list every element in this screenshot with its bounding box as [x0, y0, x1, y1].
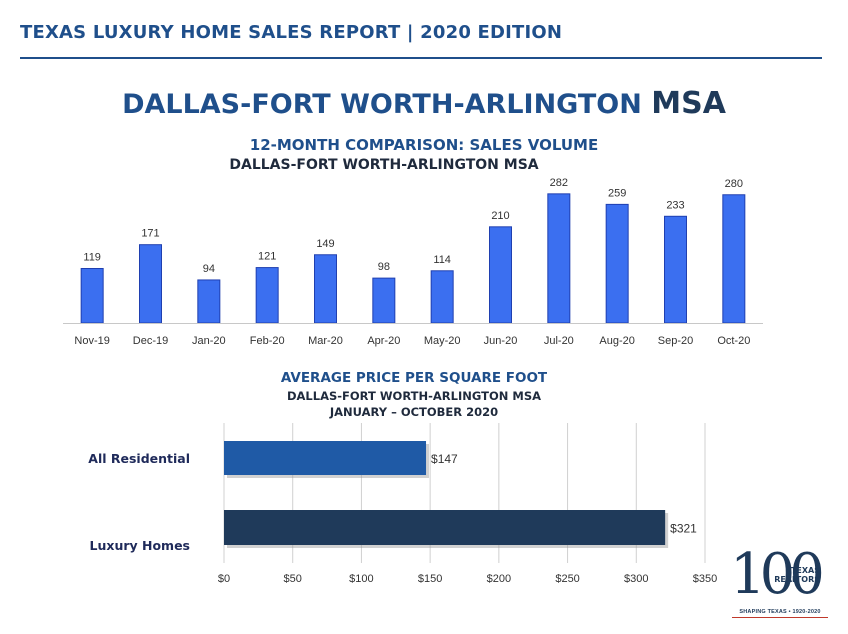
price-bar	[224, 510, 666, 545]
volume-bar	[80, 267, 104, 324]
volume-bar	[372, 277, 396, 324]
price-tick-label: $100	[349, 573, 373, 585]
price-tick-label: $350	[693, 573, 717, 585]
header-divider	[20, 57, 822, 59]
price-tick-label: $250	[555, 573, 579, 585]
volume-tick-label: Nov-19	[74, 335, 109, 347]
page-title-suffix: MSA	[651, 86, 726, 121]
volume-tick-label: Feb-20	[250, 335, 285, 347]
texas-realtors-wordmark: TEXAS REALTORS	[760, 566, 820, 586]
volume-bar	[139, 244, 162, 324]
volume-data-label: 114	[433, 254, 451, 266]
volume-bar	[722, 194, 746, 324]
volume-bar	[664, 215, 687, 324]
volume-bar	[314, 254, 337, 324]
volume-tick-label: Sep-20	[658, 335, 693, 347]
price-chart-title: AVERAGE PRICE PER SQUARE FOOT	[280, 370, 548, 386]
price-category-label: All Residential	[88, 451, 190, 466]
texas-realtors-logo: 100 TEXAS REALTORS SHAPING TEXAS • 1920-…	[730, 545, 830, 627]
volume-data-label: 119	[83, 251, 101, 263]
volume-tick-label: Jul-20	[544, 335, 574, 347]
volume-tick-label: Jan-20	[192, 335, 226, 347]
price-tick-label: $300	[624, 573, 648, 585]
volume-data-label: 280	[725, 178, 743, 190]
wordmark-line1: TEXAS	[790, 566, 820, 575]
volume-data-label: 94	[203, 263, 215, 275]
volume-bar	[430, 270, 454, 324]
volume-tick-label: Oct-20	[717, 335, 750, 347]
volume-data-label: 259	[608, 187, 626, 199]
volume-data-label: 98	[378, 261, 390, 273]
volume-tick-label: Aug-20	[599, 335, 634, 347]
volume-data-label: 121	[258, 251, 276, 263]
volume-data-label: 282	[550, 177, 568, 189]
volume-tick-label: May-20	[424, 335, 461, 347]
price-tick-label: $150	[418, 573, 442, 585]
price-data-label: $321	[670, 522, 697, 536]
volume-bar	[605, 203, 629, 324]
volume-data-label: 149	[316, 238, 334, 250]
volume-tick-label: Mar-20	[308, 335, 343, 347]
volume-chart-title: 12-MONTH COMPARISON: SALES VOLUME	[249, 136, 599, 154]
price-chart-subtitle: DALLAS-FORT WORTH-ARLINGTON MSA	[286, 389, 542, 403]
volume-data-label: 233	[666, 199, 684, 211]
volume-data-label: 210	[491, 210, 509, 222]
report-header: TEXAS LUXURY HOME SALES REPORT | 2020 ED…	[20, 22, 563, 43]
volume-bar	[489, 226, 512, 324]
centennial-number: 100	[730, 542, 825, 607]
price-data-label: $147	[431, 452, 458, 466]
volume-tick-label: Jun-20	[484, 335, 518, 347]
logo-tagline: SHAPING TEXAS • 1920-2020	[739, 609, 821, 615]
volume-bar	[547, 193, 571, 324]
price-category-label: Luxury Homes	[90, 538, 190, 553]
price-tick-label: $50	[284, 573, 302, 585]
volume-bar	[255, 267, 279, 324]
price-chart-date-range: JANUARY – OCTOBER 2020	[329, 405, 499, 419]
price-tick-label: $200	[487, 573, 511, 585]
price-bar	[224, 441, 427, 475]
volume-tick-label: Apr-20	[367, 335, 400, 347]
logo-rule	[732, 617, 828, 618]
wordmark-line2: REALTORS	[774, 575, 820, 584]
volume-chart-subtitle: DALLAS-FORT WORTH-ARLINGTON MSA	[229, 157, 539, 173]
page-title-main: DALLAS-FORT WORTH-ARLINGTON	[122, 89, 642, 120]
volume-data-label: 171	[141, 228, 159, 240]
volume-tick-label: Dec-19	[133, 335, 168, 347]
volume-bar	[197, 279, 221, 324]
price-tick-label: $0	[218, 573, 230, 585]
page-title: DALLAS-FORT WORTH-ARLINGTON MSA	[0, 86, 848, 121]
